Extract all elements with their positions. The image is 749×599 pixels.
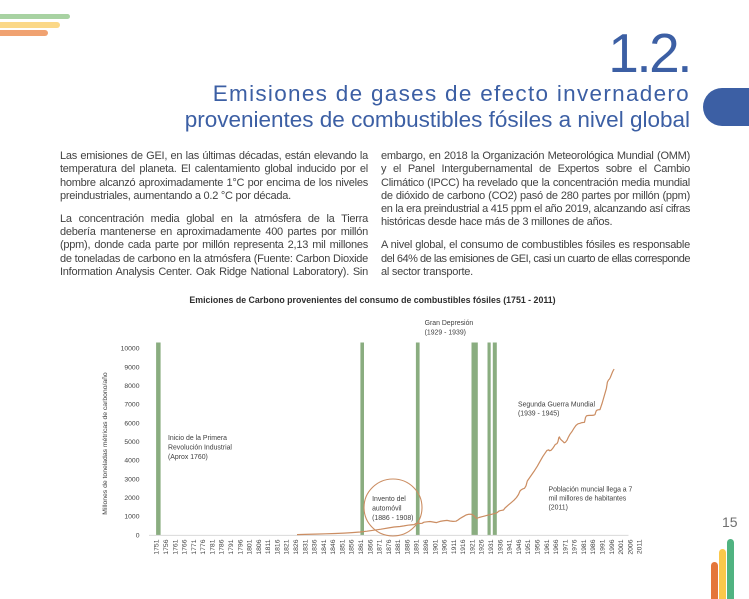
svg-text:(Aprox 1760): (Aprox 1760) xyxy=(168,454,208,461)
svg-text:1911: 1911 xyxy=(451,539,458,554)
svg-text:1996: 1996 xyxy=(609,539,616,554)
svg-text:1876: 1876 xyxy=(386,539,393,554)
svg-text:1816: 1816 xyxy=(274,539,281,554)
svg-text:4000: 4000 xyxy=(124,458,139,465)
svg-text:1771: 1771 xyxy=(191,539,198,554)
svg-text:1781: 1781 xyxy=(209,539,216,554)
svg-text:1851: 1851 xyxy=(339,539,346,554)
svg-text:1811: 1811 xyxy=(265,539,272,554)
svg-text:1886: 1886 xyxy=(404,539,411,554)
svg-text:mil millores de habitantes: mil millores de habitantes xyxy=(549,496,627,503)
svg-text:2000: 2000 xyxy=(124,495,139,502)
svg-text:1971: 1971 xyxy=(562,539,569,554)
svg-text:1871: 1871 xyxy=(377,539,384,554)
svg-text:1931: 1931 xyxy=(488,539,495,554)
svg-text:1906: 1906 xyxy=(442,539,449,554)
svg-text:1791: 1791 xyxy=(228,539,235,554)
svg-text:1921: 1921 xyxy=(470,539,477,554)
svg-text:1991: 1991 xyxy=(600,539,607,554)
svg-text:Revolución Industrial: Revolución Industrial xyxy=(168,444,232,451)
svg-text:1881: 1881 xyxy=(395,539,402,554)
svg-text:(1886 - 1908): (1886 - 1908) xyxy=(372,515,413,522)
svg-text:1896: 1896 xyxy=(423,539,430,554)
svg-text:1000: 1000 xyxy=(124,514,139,521)
svg-text:2011: 2011 xyxy=(637,539,644,554)
svg-text:1941: 1941 xyxy=(507,539,514,554)
svg-text:1926: 1926 xyxy=(479,539,486,554)
svg-text:1951: 1951 xyxy=(525,539,532,554)
svg-text:(1929 - 1939): (1929 - 1939) xyxy=(425,329,466,336)
svg-text:automóvil: automóvil xyxy=(372,506,402,513)
svg-text:1751: 1751 xyxy=(154,539,161,554)
svg-text:1806: 1806 xyxy=(256,539,263,554)
svg-text:8000: 8000 xyxy=(124,383,139,390)
svg-text:Segunda Guerra Mundial: Segunda Guerra Mundial xyxy=(518,401,595,408)
svg-text:(1939 - 1945): (1939 - 1945) xyxy=(518,411,559,418)
svg-text:5000: 5000 xyxy=(124,439,139,446)
svg-text:1831: 1831 xyxy=(302,539,309,554)
svg-text:3000: 3000 xyxy=(124,476,139,483)
svg-text:Invento del: Invento del xyxy=(372,496,406,503)
svg-text:0: 0 xyxy=(136,532,140,539)
svg-text:1981: 1981 xyxy=(581,539,588,554)
svg-text:1761: 1761 xyxy=(172,539,179,554)
svg-text:1861: 1861 xyxy=(358,539,365,554)
svg-text:1846: 1846 xyxy=(330,539,337,554)
svg-text:1756: 1756 xyxy=(163,539,170,554)
svg-text:1936: 1936 xyxy=(497,539,504,554)
svg-text:Emiciones de Carbono provenien: Emiciones de Carbono provenientes del co… xyxy=(189,295,555,305)
svg-text:Millones de toneladas métricas: Millones de toneladas métricas de carbon… xyxy=(102,372,109,515)
svg-text:1776: 1776 xyxy=(200,539,207,554)
svg-text:1961: 1961 xyxy=(544,539,551,554)
svg-text:1956: 1956 xyxy=(535,539,542,554)
svg-text:1986: 1986 xyxy=(590,539,597,554)
svg-text:1836: 1836 xyxy=(312,539,319,554)
svg-text:1786: 1786 xyxy=(219,539,226,554)
svg-text:1801: 1801 xyxy=(247,539,254,554)
svg-text:1866: 1866 xyxy=(367,539,374,554)
svg-text:10000: 10000 xyxy=(121,346,140,353)
svg-text:6000: 6000 xyxy=(124,420,139,427)
svg-text:2006: 2006 xyxy=(627,539,634,554)
svg-text:1766: 1766 xyxy=(182,539,189,554)
svg-text:Inicio de la Primera: Inicio de la Primera xyxy=(168,435,227,442)
svg-text:1976: 1976 xyxy=(572,539,579,554)
svg-text:1946: 1946 xyxy=(516,539,523,554)
svg-text:1841: 1841 xyxy=(321,539,328,554)
svg-text:(2011): (2011) xyxy=(549,505,568,512)
svg-text:1796: 1796 xyxy=(237,539,244,554)
svg-text:1901: 1901 xyxy=(432,539,439,554)
svg-text:7000: 7000 xyxy=(124,402,139,409)
svg-text:9000: 9000 xyxy=(124,364,139,371)
svg-text:2001: 2001 xyxy=(618,539,625,554)
svg-text:1916: 1916 xyxy=(460,539,467,554)
svg-text:Población muncial llega a 7: Población muncial llega a 7 xyxy=(549,486,633,493)
svg-text:1856: 1856 xyxy=(349,539,356,554)
svg-text:1891: 1891 xyxy=(414,539,421,554)
svg-text:1826: 1826 xyxy=(293,539,300,554)
svg-text:1966: 1966 xyxy=(553,539,560,554)
svg-text:1821: 1821 xyxy=(284,539,291,554)
svg-text:Gran Depresión: Gran Depresión xyxy=(425,320,474,327)
